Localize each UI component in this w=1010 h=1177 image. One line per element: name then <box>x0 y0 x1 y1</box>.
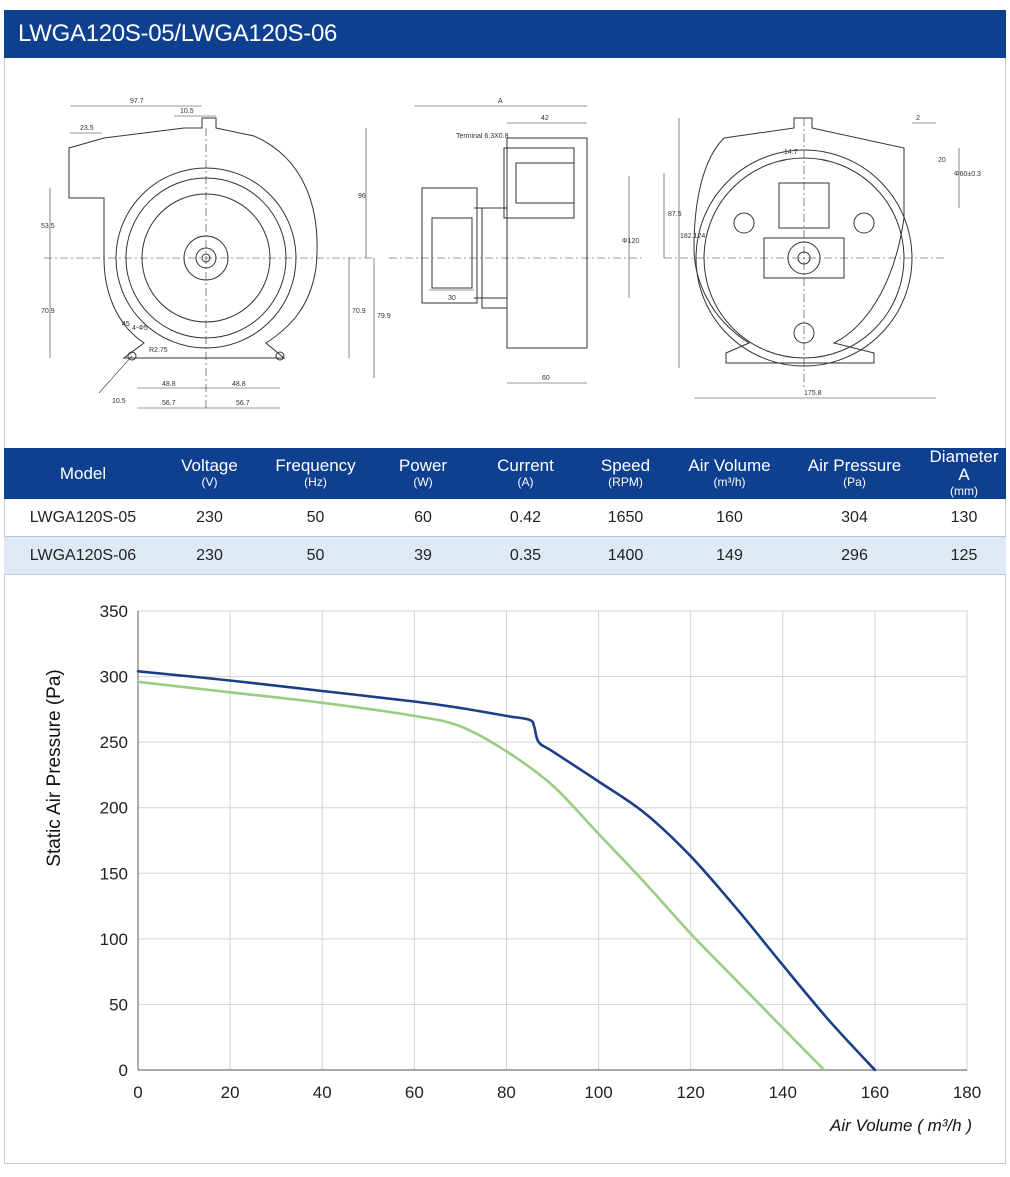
y-tick-label: 100 <box>100 930 128 949</box>
table-cell: 296 <box>787 536 922 575</box>
dim-text: 56.7 <box>236 400 250 407</box>
y-tick-label: 50 <box>109 995 128 1014</box>
table-cell: 304 <box>787 499 922 537</box>
pressure-volume-chart: 0 20 40 60 80 100 120 140 160 180 0 50 100 150 200 250 3… <box>4 573 1006 1163</box>
dim-text: 97.7 <box>130 98 144 105</box>
dim-text: 10.5 <box>112 398 126 405</box>
front-view-drawing <box>44 105 375 409</box>
x-tick-label: 0 <box>133 1083 142 1102</box>
y-tick-label: 150 <box>100 864 128 883</box>
y-tick-label: 250 <box>100 733 128 752</box>
dim-text: 20 <box>938 157 946 164</box>
title-bar: LWGA120S-05/LWGA120S-06 <box>4 10 1006 58</box>
dim-text: 10.5 <box>180 108 194 115</box>
table-cell: 50 <box>257 536 374 575</box>
dim-text: 2 <box>916 115 920 122</box>
dim-text: 87.5 <box>668 211 682 218</box>
column-header: Model <box>59 463 107 483</box>
table-cell: 60 <box>374 499 472 537</box>
column-header: Current (A) <box>497 456 554 490</box>
dim-text: 30 <box>448 295 456 302</box>
page-title: LWGA120S-05/LWGA120S-06 <box>18 20 338 47</box>
column-header: Power (W) <box>398 456 448 490</box>
dimension-drawings-svg: 97.7 10.5 23.5 96 53.5 70.9 70.9 79.9 45… <box>41 98 981 409</box>
dim-text: 45 <box>122 321 130 328</box>
back-view-drawing <box>663 117 960 399</box>
dim-text: 60 <box>542 375 550 382</box>
dim-text: Φ120 <box>622 238 639 245</box>
table-cell: 1400 <box>579 536 672 575</box>
table-cell: 130 <box>922 499 1006 537</box>
table-header-row: Model Voltage (V) Frequency (Hz) Power (W) … <box>4 448 1006 499</box>
dim-text: 182.124 <box>680 233 705 240</box>
dim-text: 14.7 <box>784 149 798 156</box>
spec-table: Model Voltage (V) Frequency (Hz) Power (W) … <box>4 448 1006 575</box>
column-header: Air Pressure (Pa) <box>807 456 902 490</box>
dim-text: A <box>498 98 503 105</box>
dim-text: 4-Φ5 <box>132 325 148 332</box>
table-cell: 0.42 <box>472 499 579 537</box>
series-line-2 <box>136 680 826 1072</box>
side-view-drawing <box>389 105 644 384</box>
x-tick-label: 120 <box>676 1083 704 1102</box>
dim-text: 70.9 <box>352 308 366 315</box>
table-cell: LWGA120S-05 <box>4 499 162 537</box>
table-row: LWGA120S-06 230 50 39 0.35 1400 149 296 … <box>4 536 1006 575</box>
dim-text: 42 <box>541 115 549 122</box>
table-cell: 1650 <box>579 499 672 537</box>
table-cell: 230 <box>162 536 257 575</box>
y-axis-label: Static Air Pressure (Pa) <box>44 669 65 866</box>
table-row: LWGA120S-05 230 50 60 0.42 1650 160 304 … <box>4 499 1006 537</box>
y-tick-label: 200 <box>100 799 128 818</box>
x-tick-label: 160 <box>861 1083 889 1102</box>
table-cell: 125 <box>922 536 1006 575</box>
series-layer <box>136 670 877 1072</box>
dim-text: 175.8 <box>804 390 822 397</box>
x-tick-label: 100 <box>584 1083 612 1102</box>
dim-text: R2.75 <box>149 347 168 354</box>
dim-text: 53.5 <box>41 223 55 230</box>
tick-layer: 0 20 40 60 80 100 120 140 160 180 0 50 100 150 200 250 3… <box>100 602 982 1102</box>
x-axis-label: Air Volume ( m³/h ) <box>829 1116 972 1135</box>
dim-text: 96 <box>358 193 366 200</box>
column-header: Frequency (Hz) <box>275 456 356 490</box>
dim-text: 48.8 <box>232 381 246 388</box>
table-cell: 0.35 <box>472 536 579 575</box>
y-tick-label: 300 <box>100 668 128 687</box>
dim-text: Φ60±0.3 <box>954 171 981 178</box>
x-tick-label: 60 <box>405 1083 424 1102</box>
y-tick-label: 350 <box>100 602 128 621</box>
table-cell: 230 <box>162 499 257 537</box>
dim-text: 56.7 <box>162 400 176 407</box>
chart-svg: 0 20 40 60 80 100 120 140 160 180 0 50 100 150 200 250 3… <box>44 602 982 1135</box>
x-tick-label: 140 <box>769 1083 797 1102</box>
x-tick-label: 20 <box>221 1083 240 1102</box>
table-cell: 39 <box>374 536 472 575</box>
column-header: Air Volume (m³/h) <box>688 456 771 490</box>
column-header: Diameter A (mm) <box>929 447 999 499</box>
plot-area <box>137 610 968 1071</box>
dim-text: 70.9 <box>41 308 55 315</box>
dim-text: 48.8 <box>162 381 176 388</box>
table-cell: 160 <box>672 499 787 537</box>
dim-text: 79.9 <box>377 313 391 320</box>
table-cell: LWGA120S-06 <box>4 536 162 575</box>
column-header: Voltage (V) <box>181 456 238 490</box>
x-tick-label: 80 <box>497 1083 516 1102</box>
column-header: Speed (RPM) <box>600 456 651 490</box>
technical-drawings: 97.7 10.5 23.5 96 53.5 70.9 70.9 79.9 45… <box>4 58 1006 448</box>
dim-text: Terminal 6.3X0.8 <box>456 133 509 140</box>
grid-layer <box>137 610 968 1071</box>
series-line-1 <box>136 670 877 1072</box>
table-cell: 50 <box>257 499 374 537</box>
y-tick-label: 0 <box>119 1061 128 1080</box>
x-tick-label: 40 <box>313 1083 332 1102</box>
dim-text: 23.5 <box>80 125 94 132</box>
table-cell: 149 <box>672 536 787 575</box>
x-tick-label: 180 <box>953 1083 981 1102</box>
